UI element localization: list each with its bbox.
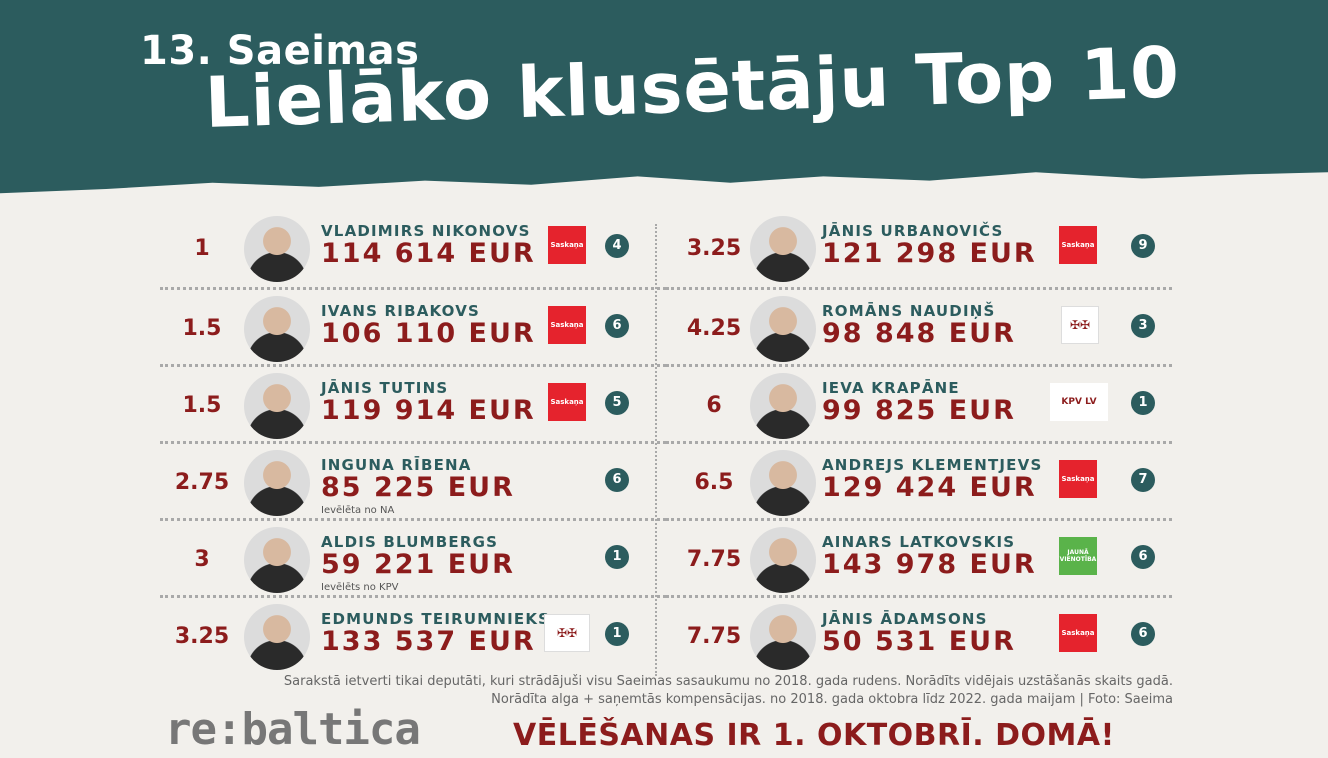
footnote-2: Norādīta alga + saņemtās kompensācijas. … bbox=[491, 692, 1173, 707]
party-logo-na: ✠✠ bbox=[1061, 306, 1099, 344]
speech-rank: 7.75 bbox=[686, 624, 742, 649]
deputy-row: 7.75 JĀNIS ĀDAMSONS 50 531 EUR Saskaņa 6 bbox=[666, 595, 1172, 672]
deputy-photo bbox=[244, 527, 310, 593]
speech-rank: 1.5 bbox=[182, 316, 222, 341]
term-count-badge: 5 bbox=[605, 391, 629, 415]
deputy-photo bbox=[244, 373, 310, 439]
left-column: 1 VLADIMIRS NIKONOVS 114 614 EUR Saskaņa 4 1.… bbox=[160, 210, 666, 670]
deputy-name: JĀNIS TUTINS bbox=[321, 379, 449, 397]
party-logo-saskana: Saskaņa bbox=[548, 383, 586, 421]
party-logo-saskana: Saskaņa bbox=[1059, 460, 1097, 498]
term-count-badge: 1 bbox=[1131, 391, 1155, 415]
rebaltica-logo: re:baltica bbox=[165, 704, 421, 755]
deputy-row: 6 IEVA KRAPĀNE 99 825 EUR KPV LV 1 bbox=[666, 364, 1172, 441]
party-logo-saskana: Saskaņa bbox=[1059, 614, 1097, 652]
deputy-photo bbox=[750, 450, 816, 516]
ranking-table: 1 VLADIMIRS NIKONOVS 114 614 EUR Saskaņa 4 1.… bbox=[160, 210, 1172, 676]
party-logo-saskana: Saskaņa bbox=[548, 226, 586, 264]
deputy-name: ROMĀNS NAUDIŅŠ bbox=[822, 302, 996, 320]
term-count-badge: 6 bbox=[1131, 622, 1155, 646]
party-logo-saskana: Saskaņa bbox=[1059, 226, 1097, 264]
party-logo-kpv: KPV LV bbox=[1050, 383, 1108, 421]
speech-rank: 7.75 bbox=[686, 547, 742, 572]
header-banner bbox=[0, 0, 1328, 194]
speech-rank: 6 bbox=[706, 393, 722, 418]
speech-rank: 3.25 bbox=[174, 624, 230, 649]
term-count-badge: 9 bbox=[1131, 234, 1155, 258]
party-logo-saskana: Saskaņa bbox=[548, 306, 586, 344]
page-subtitle: 13. Saeimas bbox=[140, 28, 420, 74]
deputy-name: JĀNIS ĀDAMSONS bbox=[822, 610, 988, 628]
deputy-name: IVANS RIBAKOVS bbox=[321, 302, 481, 320]
term-count-badge: 3 bbox=[1131, 314, 1155, 338]
term-count-badge: 4 bbox=[605, 234, 629, 258]
election-cta: VĒLĒŠANAS IR 1. OKTOBRĪ. DOMĀ! bbox=[513, 718, 1115, 753]
deputy-row: 7.75 AINARS LATKOVSKIS 143 978 EUR JAUNĀ VI… bbox=[666, 518, 1172, 595]
deputy-name: IEVA KRAPĀNE bbox=[822, 379, 960, 397]
footnote-1: Sarakstā ietverti tikai deputāti, kuri s… bbox=[283, 674, 1173, 689]
deputy-amount: 106 110 EUR bbox=[321, 318, 536, 349]
column-divider bbox=[655, 224, 657, 676]
speech-rank: 3.25 bbox=[686, 236, 742, 261]
term-count-badge: 6 bbox=[605, 468, 629, 492]
deputy-row: 6.5 ANDREJS KLEMENTJEVS 129 424 EUR Saskaņa… bbox=[666, 441, 1172, 518]
deputy-amount: 133 537 EUR bbox=[321, 626, 536, 657]
deputy-row: 2.75 INGUNA RĪBENA 85 225 EUR Ievēlēta no N… bbox=[160, 441, 666, 518]
term-count-badge: 1 bbox=[605, 622, 629, 646]
deputy-name: ALDIS BLUMBERGS bbox=[321, 533, 499, 551]
deputy-note: Ievēlēta no NA bbox=[321, 505, 395, 516]
deputy-name: INGUNA RĪBENA bbox=[321, 456, 472, 474]
deputy-amount: 50 531 EUR bbox=[822, 626, 1016, 657]
term-count-badge: 6 bbox=[605, 314, 629, 338]
deputy-photo bbox=[750, 296, 816, 362]
deputy-row: 1.5 JĀNIS TUTINS 119 914 EUR Saskaņa 5 bbox=[160, 364, 666, 441]
speech-rank: 1 bbox=[194, 236, 210, 261]
party-logo-jv: JAUNĀ VIENOTĪBA bbox=[1059, 537, 1097, 575]
speech-rank: 6.5 bbox=[694, 470, 734, 495]
deputy-amount: 121 298 EUR bbox=[822, 238, 1037, 269]
term-count-badge: 7 bbox=[1131, 468, 1155, 492]
term-count-badge: 1 bbox=[605, 545, 629, 569]
deputy-photo bbox=[750, 216, 816, 282]
deputy-row: 4.25 ROMĀNS NAUDIŅŠ 98 848 EUR ✠✠ 3 bbox=[666, 287, 1172, 364]
deputy-photo bbox=[750, 373, 816, 439]
deputy-name: ANDREJS KLEMENTJEVS bbox=[822, 456, 1043, 474]
deputy-note: Ievēlēts no KPV bbox=[321, 582, 399, 593]
deputy-row: 3.25 EDMUNDS TEIRUMNIEKS 133 537 EUR ✠✠ 1 bbox=[160, 595, 666, 672]
right-column: 3.25 JĀNIS URBANOVIČS 121 298 EUR Saskaņa 9 4… bbox=[666, 210, 1172, 670]
speech-rank: 4.25 bbox=[686, 316, 742, 341]
deputy-photo bbox=[244, 450, 310, 516]
deputy-amount: 85 225 EUR bbox=[321, 472, 515, 503]
party-logo-na: ✠✠ bbox=[544, 614, 590, 652]
deputy-photo bbox=[750, 604, 816, 670]
deputy-amount: 114 614 EUR bbox=[321, 238, 536, 269]
deputy-photo bbox=[244, 296, 310, 362]
deputy-row: 3.25 JĀNIS URBANOVIČS 121 298 EUR Saskaņa 9 bbox=[666, 210, 1172, 287]
deputy-name: JĀNIS URBANOVIČS bbox=[822, 222, 1004, 240]
deputy-name: AINARS LATKOVSKIS bbox=[822, 533, 1016, 551]
term-count-badge: 6 bbox=[1131, 545, 1155, 569]
speech-rank: 2.75 bbox=[174, 470, 230, 495]
deputy-row: 3 ALDIS BLUMBERGS 59 221 EUR Ievēlēts no KP… bbox=[160, 518, 666, 595]
deputy-amount: 59 221 EUR bbox=[321, 549, 515, 580]
deputy-amount: 119 914 EUR bbox=[321, 395, 536, 426]
deputy-photo bbox=[750, 527, 816, 593]
speech-rank: 1.5 bbox=[182, 393, 222, 418]
deputy-row: 1.5 IVANS RIBAKOVS 106 110 EUR Saskaņa 6 bbox=[160, 287, 666, 364]
deputy-name: EDMUNDS TEIRUMNIEKS bbox=[321, 610, 551, 628]
deputy-amount: 99 825 EUR bbox=[822, 395, 1016, 426]
deputy-photo bbox=[244, 604, 310, 670]
deputy-row: 1 VLADIMIRS NIKONOVS 114 614 EUR Saskaņa 4 bbox=[160, 210, 666, 287]
deputy-amount: 129 424 EUR bbox=[822, 472, 1037, 503]
deputy-amount: 98 848 EUR bbox=[822, 318, 1016, 349]
deputy-photo bbox=[244, 216, 310, 282]
deputy-amount: 143 978 EUR bbox=[822, 549, 1037, 580]
deputy-name: VLADIMIRS NIKONOVS bbox=[321, 222, 531, 240]
speech-rank: 3 bbox=[194, 547, 210, 572]
